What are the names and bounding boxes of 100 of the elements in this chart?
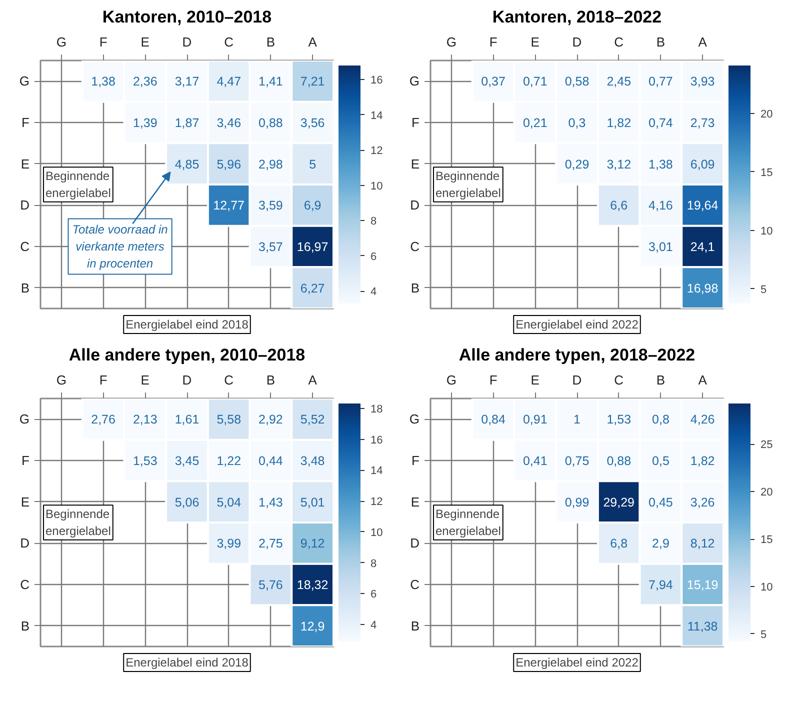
y-tick-label: G <box>19 412 30 427</box>
data-label: 0,37 <box>481 74 506 89</box>
data-label: 0,88 <box>606 454 632 468</box>
y-tick-label: F <box>22 115 30 130</box>
chart-title: Alle andere typen, 2018–2022 <box>458 346 696 364</box>
y-axis-title: Beginnende energielabel <box>436 169 501 200</box>
data-label: 7,94 <box>648 578 673 592</box>
y-tick-label: F <box>412 115 420 130</box>
data-label: 1,38 <box>91 74 116 89</box>
color-bar-label: 16 <box>370 74 383 87</box>
x-tick-label: C <box>224 372 234 388</box>
data-label: 2,73 <box>690 116 715 130</box>
data-label: 12,77 <box>213 198 245 213</box>
data-label: 5,01 <box>300 495 325 510</box>
data-label: 15,19 <box>686 578 718 592</box>
color-bar-label: 12 <box>370 496 383 508</box>
x-tick-label: B <box>266 372 276 388</box>
data-label: 5 <box>309 157 316 172</box>
data-label: 16,97 <box>296 240 328 254</box>
y-tick-label: C <box>410 577 420 592</box>
x-tick-label: D <box>572 372 582 388</box>
data-label: 1,61 <box>174 412 200 427</box>
y-axis-title: Beginnende energielabel <box>46 169 111 200</box>
data-label: 11,38 <box>687 619 718 634</box>
y-tick-label: F <box>412 453 420 468</box>
y-tick-label: B <box>20 618 30 634</box>
y-axis-title: Beginnende energielabel <box>46 507 111 538</box>
y-tick-label: B <box>410 280 420 296</box>
y-tick-label: D <box>410 198 420 213</box>
data-label: 5,06 <box>174 495 200 510</box>
data-label: 3,17 <box>174 74 200 89</box>
data-label: 3,99 <box>216 536 242 551</box>
y-tick-label: D <box>20 198 30 213</box>
data-label: 5,96 <box>216 157 242 172</box>
color-bar-label: 16 <box>370 434 383 446</box>
x-tick-label: F <box>99 372 108 388</box>
y-tick-label: E <box>410 494 420 510</box>
y-tick-label: C <box>20 239 30 254</box>
data-label: 1 <box>574 412 581 427</box>
x-axis-title: Energielabel eind 2018 <box>126 656 249 670</box>
data-label: 3,46 <box>216 116 242 130</box>
data-label: 3,48 <box>300 454 325 468</box>
y-axis-title: Beginnende energielabel <box>436 507 501 538</box>
y-tick-label: D <box>20 536 30 551</box>
data-label: 0,58 <box>564 74 590 89</box>
data-label: 2,36 <box>132 74 158 89</box>
data-label: 0,99 <box>564 495 590 510</box>
data-label: 0,77 <box>648 74 673 89</box>
color-bar-label: 8 <box>370 216 377 228</box>
chart-title: Alle andere typen, 2010–2018 <box>68 346 306 364</box>
data-label: 1,38 <box>648 157 673 172</box>
data-label: 3,56 <box>300 116 325 130</box>
data-label: 3,59 <box>258 198 283 213</box>
y-tick-label: G <box>409 74 420 89</box>
annotation: Totale voorraad in vierkante meters in procenten <box>72 222 168 270</box>
data-label: 0,45 <box>648 495 673 510</box>
data-label: 3,45 <box>174 454 200 468</box>
x-tick-label: F <box>489 372 498 388</box>
data-label: 0,88 <box>258 116 283 130</box>
data-label: 5,58 <box>216 412 242 427</box>
data-label: 0,21 <box>522 116 548 130</box>
x-tick-label: E <box>140 34 150 50</box>
data-label: 2,45 <box>606 74 632 89</box>
data-label: 0,75 <box>564 454 590 468</box>
x-tick-label: E <box>530 372 540 388</box>
data-label: 6,09 <box>690 157 715 172</box>
data-label: 3,57 <box>258 240 283 254</box>
data-label: 0,84 <box>481 412 506 427</box>
color-bar-label: 12 <box>370 145 383 158</box>
data-label: 0,5 <box>652 454 670 468</box>
color-bar-label: 6 <box>370 588 377 601</box>
data-label: 2,98 <box>258 157 283 172</box>
color-bar-label: 15 <box>760 534 773 546</box>
x-tick-label: F <box>99 34 108 50</box>
x-tick-label: E <box>530 34 540 50</box>
data-label: 1,53 <box>606 412 632 427</box>
y-tick-label: E <box>410 156 420 172</box>
x-axis-title: Energielabel eind 2022 <box>516 656 639 670</box>
data-label: 6,6 <box>610 198 628 213</box>
y-tick-label: E <box>20 156 30 172</box>
data-label: 2,9 <box>652 536 670 551</box>
y-tick-label: F <box>22 453 30 468</box>
data-label: 0,3 <box>568 116 586 130</box>
x-tick-label: B <box>656 34 666 50</box>
x-tick-label: A <box>308 34 318 50</box>
data-label: 0,71 <box>522 74 548 89</box>
y-tick-label: B <box>20 280 30 296</box>
data-label: 29,29 <box>603 495 635 510</box>
color-bar-label: 18 <box>370 403 383 416</box>
color-bar-label: 8 <box>370 558 377 570</box>
data-label: 6,9 <box>304 198 322 213</box>
data-label: 4,85 <box>174 157 200 172</box>
data-label: 1,82 <box>606 116 632 130</box>
color-bar-label: 25 <box>760 439 773 452</box>
data-label: 2,75 <box>258 536 283 551</box>
x-axis-title: Energielabel eind 2022 <box>516 318 639 332</box>
color-bar-label: 10 <box>760 225 773 238</box>
x-tick-label: G <box>446 34 456 50</box>
data-label: 0,41 <box>522 454 548 468</box>
color-bar-label: 20 <box>760 486 773 499</box>
